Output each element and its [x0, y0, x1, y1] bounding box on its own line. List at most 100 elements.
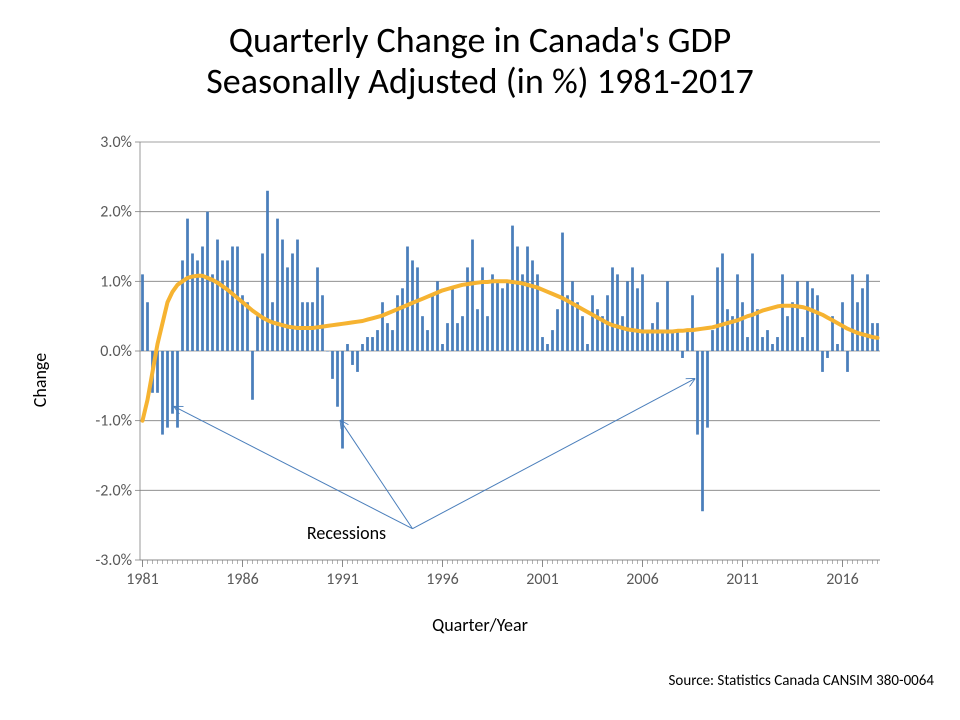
- bar: [611, 267, 614, 351]
- bar: [381, 302, 384, 351]
- x-tick-label: 1996: [426, 570, 458, 589]
- bar: [431, 295, 434, 351]
- bar: [316, 267, 319, 351]
- bar: [421, 316, 424, 351]
- x-axis-label: Quarter/Year: [60, 614, 900, 636]
- bar: [376, 330, 379, 351]
- recession-arrow: [175, 407, 413, 529]
- bar: [386, 323, 389, 351]
- bar: [231, 247, 234, 352]
- bar: [146, 302, 149, 351]
- bar: [166, 351, 169, 428]
- bar: [746, 337, 749, 351]
- bar: [276, 219, 279, 351]
- bar: [171, 351, 174, 414]
- bar: [291, 253, 294, 351]
- bar: [696, 351, 699, 435]
- bar: [721, 253, 724, 351]
- bar: [616, 274, 619, 351]
- bar: [781, 274, 784, 351]
- y-tick-label: 3.0%: [100, 133, 132, 152]
- bar: [571, 281, 574, 351]
- bar: [656, 302, 659, 351]
- bar: [176, 351, 179, 428]
- y-axis-label: Change: [29, 353, 51, 407]
- bar: [791, 302, 794, 351]
- bar: [501, 288, 504, 351]
- bar: [576, 302, 579, 351]
- bar: [266, 191, 269, 351]
- bar: [726, 309, 729, 351]
- page-root: Quarterly Change in Canada's GDP Seasona…: [0, 0, 960, 720]
- chart-title: Quarterly Change in Canada's GDP Seasona…: [0, 20, 960, 103]
- bar: [201, 247, 204, 352]
- bar: [366, 337, 369, 351]
- bar: [411, 260, 414, 351]
- bar: [551, 330, 554, 351]
- bar: [506, 281, 509, 351]
- bar: [391, 330, 394, 351]
- bar: [486, 316, 489, 351]
- bar: [256, 316, 259, 351]
- bar: [271, 302, 274, 351]
- bar: [251, 351, 254, 400]
- bar: [531, 260, 534, 351]
- x-tick-label: 1981: [126, 570, 158, 589]
- bar: [651, 323, 654, 351]
- bar: [221, 260, 224, 351]
- bar: [336, 351, 339, 407]
- bar: [636, 288, 639, 351]
- bar: [626, 281, 629, 351]
- bar: [736, 274, 739, 351]
- bar: [511, 226, 514, 351]
- bar: [741, 302, 744, 351]
- bar: [441, 344, 444, 351]
- bar: [331, 351, 334, 379]
- bar: [776, 337, 779, 351]
- x-tick-label: 2001: [526, 570, 558, 589]
- x-tick-label: 2016: [826, 570, 858, 589]
- bar: [641, 274, 644, 351]
- bar: [191, 253, 194, 351]
- bar: [406, 247, 409, 352]
- bar: [811, 288, 814, 351]
- bar: [766, 330, 769, 351]
- y-tick-label: 2.0%: [100, 203, 132, 222]
- bar: [261, 253, 264, 351]
- recessions-label: Recessions: [307, 522, 386, 544]
- bar: [851, 274, 854, 351]
- bar: [561, 233, 564, 351]
- bar: [591, 295, 594, 351]
- bar: [416, 267, 419, 351]
- bar: [761, 337, 764, 351]
- bar: [491, 274, 494, 351]
- chart-container: Change -3.0%-2.0%-1.0%0.0%1.0%2.0%3.0%19…: [60, 130, 900, 630]
- bar: [521, 274, 524, 351]
- recession-arrow: [341, 421, 413, 529]
- bar: [836, 344, 839, 351]
- bar: [206, 212, 209, 351]
- bar: [451, 288, 454, 351]
- y-tick-label: -2.0%: [95, 481, 132, 500]
- bar: [691, 295, 694, 351]
- x-tick-label: 1986: [226, 570, 258, 589]
- bar: [846, 351, 849, 372]
- bar: [281, 240, 284, 351]
- bar: [161, 351, 164, 435]
- bar: [186, 219, 189, 351]
- bar: [216, 240, 219, 351]
- bar: [621, 316, 624, 351]
- bar: [141, 274, 144, 351]
- y-tick-label: -3.0%: [95, 551, 132, 570]
- bar: [806, 281, 809, 351]
- y-tick-label: 1.0%: [100, 272, 132, 291]
- bar: [541, 337, 544, 351]
- bar: [471, 240, 474, 351]
- x-tick-label: 2006: [626, 570, 658, 589]
- bar: [666, 281, 669, 351]
- bar: [321, 295, 324, 351]
- bar: [326, 351, 329, 352]
- bar: [181, 260, 184, 351]
- bar: [446, 323, 449, 351]
- bar: [681, 351, 684, 358]
